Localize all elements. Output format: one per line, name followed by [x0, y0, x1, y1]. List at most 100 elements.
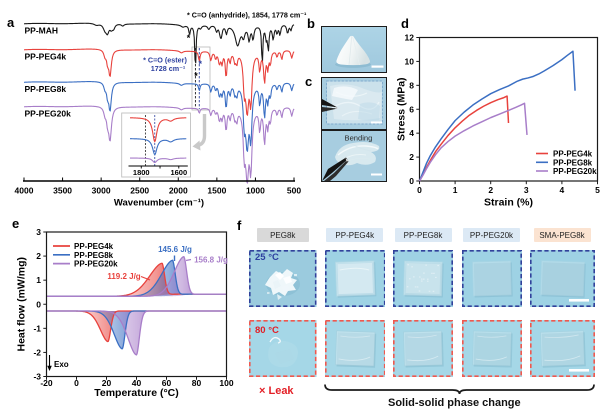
inset-curve-purple [130, 157, 187, 164]
panel-c-label: c [305, 73, 313, 89]
g-shape [539, 330, 586, 368]
f-header-SMA-PEG8k: SMA-PEG8k [533, 228, 591, 242]
path-shape [273, 280, 281, 289]
path-shape [544, 334, 579, 338]
rect-shape [418, 290, 421, 292]
rect-shape [568, 299, 589, 302]
e-ytick-0: 0 [36, 299, 41, 309]
stress-curve-PP-PEG20k [418, 102, 528, 182]
d-xlabel: Strain (%) [484, 197, 533, 209]
rect-shape [426, 280, 429, 282]
solid-solid-label: Solid-solid phase change [388, 397, 521, 409]
d-xtick-4: 4 [560, 185, 565, 195]
path-shape [321, 106, 338, 112]
e-legend-PP-PEG8k: PP-PEG8k [74, 251, 114, 260]
rect-shape [461, 320, 522, 377]
f-cell-border [249, 320, 317, 377]
f-cell-border [461, 250, 522, 307]
rect-shape [334, 330, 375, 367]
bending-label: Bending [344, 134, 372, 143]
f-photo-r1-c5 [529, 250, 595, 307]
photo-powder [320, 25, 388, 74]
f-cell-border [393, 320, 453, 377]
e-ytick-3: 3 [36, 227, 41, 237]
f-cell-border [529, 320, 595, 377]
exo-arrow [47, 365, 52, 371]
dsc-cool-curve-PP-PEG20k [46, 310, 226, 356]
path-shape [357, 102, 380, 121]
rect-shape [428, 290, 431, 292]
g-shape [471, 330, 513, 368]
e-xtick-20: 20 [102, 378, 112, 388]
path-shape [283, 276, 292, 284]
rect-shape [431, 272, 433, 274]
ftir-curve-PP-MAH [23, 22, 295, 64]
ftir-xtick-2000: 2000 [169, 186, 188, 196]
f-cell-border [324, 250, 385, 307]
path-shape [339, 335, 370, 338]
ftir-xtick-3000: 3000 [92, 186, 111, 196]
e-xtick-60: 60 [162, 378, 172, 388]
dsc-cryst-fill-PP-PEG20k [95, 310, 150, 355]
d-legend-PP-PEG8k: PP-PEG8k [553, 158, 593, 167]
e-xtick-100: 100 [219, 378, 233, 388]
g-shape [539, 260, 586, 298]
f-photo-r1-c1 [249, 250, 317, 307]
ftir-curve-PP-PEG4k [23, 48, 295, 116]
e-xtick-0: 0 [74, 378, 79, 388]
rect-shape [422, 278, 425, 280]
d-ytick-12: 12 [405, 33, 415, 43]
d-xtick-5: 5 [595, 185, 600, 195]
rect-shape [435, 276, 437, 279]
f-header-PP-PEG4k: PP-PEG4k [326, 228, 384, 242]
e-ytick--2: -2 [33, 347, 41, 357]
d-ytick-10: 10 [405, 56, 415, 66]
path-shape [351, 143, 371, 152]
panel-a-label: a [7, 15, 15, 30]
rect-shape [419, 276, 421, 278]
path-shape [351, 36, 360, 65]
rect-shape [432, 290, 435, 292]
svg-shape [529, 250, 595, 307]
svg-shape [461, 320, 522, 377]
exo-label: Exo [54, 360, 69, 369]
f-cell-border [529, 250, 595, 307]
ftir-xtick-500: 500 [287, 186, 301, 196]
rect-shape [423, 272, 425, 274]
svg-shape [529, 320, 595, 377]
d-ytick-2: 2 [409, 152, 414, 162]
g-shape [334, 260, 376, 298]
ftir-xtick-1000: 1000 [246, 186, 265, 196]
ester-annotation-line2: 1728 cm⁻¹ [151, 64, 186, 73]
rect-shape [403, 330, 443, 367]
path-shape [348, 35, 352, 65]
e-ytick--1: -1 [33, 323, 41, 333]
d-legend-PP-PEG20k: PP-PEG20k [553, 167, 597, 176]
rect-shape [414, 286, 417, 288]
enthalpy-4k: 119.2 J/g [107, 272, 140, 281]
path-shape [543, 355, 580, 362]
rect-shape [404, 332, 444, 368]
rect-shape [294, 274, 297, 277]
ftir-curve-PP-PEG8k [23, 81, 295, 152]
brace-path [324, 384, 595, 395]
f-header-PP-PEG20k: PP-PEG20k [463, 228, 520, 242]
rect-shape [426, 278, 429, 280]
path-shape [345, 158, 349, 162]
asterisk-blue-1728: * [199, 59, 203, 69]
panel-e-label: e [12, 216, 20, 231]
d-ytick-0: 0 [409, 176, 414, 186]
d-ytick-4: 4 [409, 128, 414, 138]
e-xtick-40: 40 [132, 378, 142, 388]
f-photo-r2-c2 [324, 320, 385, 377]
rect-shape [529, 250, 595, 307]
path-shape [335, 35, 370, 65]
path-shape [192, 140, 201, 151]
g-shape [334, 330, 376, 368]
asterisk-black-1778: * [194, 71, 198, 81]
ftir-xtick-3500: 3500 [53, 186, 72, 196]
rect-shape [413, 276, 415, 278]
path-shape [476, 335, 506, 338]
